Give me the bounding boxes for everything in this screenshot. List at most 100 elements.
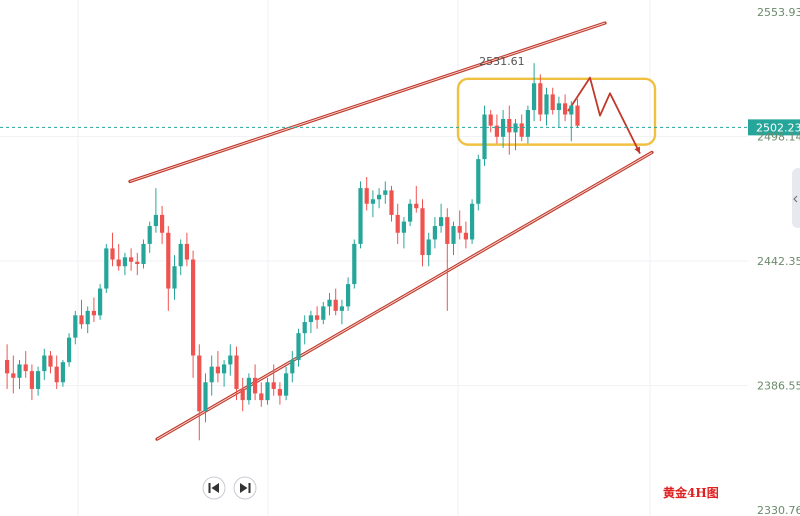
candle-body [290,359,295,374]
y-tick-label: 2498.14 [757,130,800,143]
projection-path [567,76,641,154]
candle-body [147,226,152,244]
candle-body [364,188,369,204]
candle-body [389,190,394,215]
candle-body [414,203,419,209]
candle-body [321,306,326,320]
candle-body [129,257,134,262]
candle-body [327,299,332,307]
candle-body [265,382,270,401]
chart-title: 黄金4H图 [663,485,719,500]
candle-body [507,118,512,133]
candle-body [494,125,499,137]
scroll-to-end-button[interactable] [233,476,257,500]
candle-body [377,194,382,200]
candle-body [98,288,103,316]
candle-body [284,373,289,396]
candle-body [197,355,202,412]
candle-body [203,382,208,412]
candle-body [215,366,220,374]
candle-body [482,114,487,160]
candle-body [302,322,307,334]
current-price-tag: 2502.23 [748,119,800,136]
candle-body [228,355,233,365]
upper-channel-line-core [129,22,606,182]
candle-body [315,315,320,320]
candle-body [110,248,115,260]
candle-body [395,214,400,233]
candle-body [234,355,239,389]
high-price-annotation: 2531.61 [479,55,524,68]
candle-body [277,388,282,396]
candle-body [160,214,165,233]
candle-body [544,94,549,115]
candle-body [73,315,78,338]
skip-forward-icon [240,483,251,493]
candle-body [246,377,251,401]
candle-body [36,371,41,389]
candle-body [153,214,158,227]
candle-body [432,226,437,240]
candle-body [488,114,493,126]
candle-body [135,261,140,265]
y-tick-label: 2330.76 [757,504,800,516]
candle-body [439,217,444,227]
candle-body [166,232,171,289]
y-tick-label: 2442.35 [757,255,800,268]
candle-body [178,243,183,267]
current-price-value: 2502.23 [756,121,800,134]
candle-body [426,239,431,256]
candle-body [457,226,462,233]
candle-body [23,364,28,372]
candle-body [104,248,109,289]
candle-body [563,103,568,115]
candle-body [575,105,580,126]
candle-body [271,382,276,389]
candle-body [29,371,34,389]
candle-body [253,377,258,394]
candle-body [556,103,561,111]
scroll-to-start-button[interactable] [202,476,226,500]
candle-body [91,310,96,316]
candle-body [532,83,537,111]
candle-body [519,123,524,137]
y-tick-label: 2553.93 [757,6,800,19]
candle-body [352,243,357,285]
candle-body [116,259,121,267]
candle-body [445,217,450,244]
candle-body [346,284,351,307]
candle-body [501,118,506,137]
candle-body [11,373,16,378]
candle-body [122,257,127,267]
candle-body [538,83,543,115]
skip-back-icon [208,483,219,493]
candle-body [85,310,90,325]
candle-body [209,366,214,383]
candle-body [513,123,518,133]
candle-body [296,333,301,360]
candle-body [451,226,456,244]
candle-body [476,159,481,204]
candle-body [308,315,313,323]
candle-body [259,393,264,401]
y-tick-label: 2386.55 [757,380,800,393]
candle-body [358,188,363,244]
candle-body [525,110,530,137]
side-panel-toggle[interactable] [792,168,800,228]
lower-channel-line-core [156,151,653,440]
drawing-layer [128,21,657,441]
candle-body [5,359,10,374]
candle-body [141,243,146,265]
candle-body [383,190,388,195]
candle-body [184,243,189,260]
candle-body [191,259,196,356]
candle-body [470,203,475,240]
candle-body [550,94,555,111]
candle-body [48,355,53,367]
candle-body [42,355,47,372]
candle-body [60,362,65,383]
candle-body [54,366,59,383]
